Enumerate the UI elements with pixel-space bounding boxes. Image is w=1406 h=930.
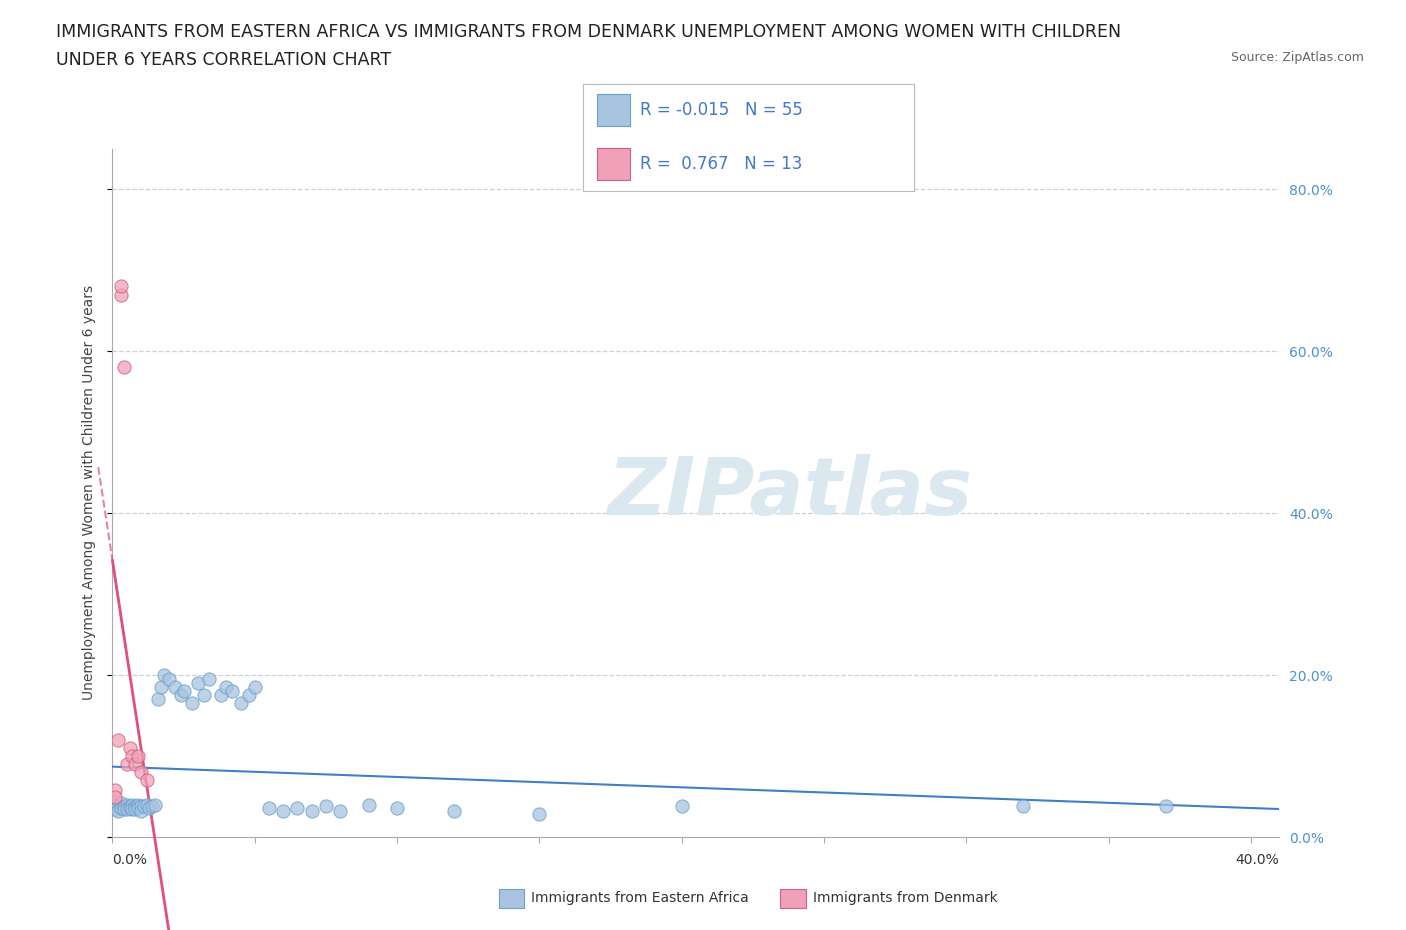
Point [152,668,174,683]
Text: Source: ZipAtlas.com: Source: ZipAtlas.com [1230,51,1364,64]
Point [115,802,138,817]
Point [129,804,152,818]
Point [443,804,465,818]
Point [118,801,141,816]
Point [357,797,380,812]
Bar [596,148,630,180]
Point [193,688,215,703]
Text: ZIPatlas: ZIPatlas [607,454,972,532]
Point [165,680,187,695]
Point [129,764,152,779]
Text: UNDER 6 YEARS CORRELATION CHART: UNDER 6 YEARS CORRELATION CHART [56,51,391,69]
Point [149,680,172,695]
Point [135,797,157,812]
Text: R =  0.767   N = 13: R = 0.767 N = 13 [640,155,801,173]
Point [671,799,693,814]
Point [118,740,141,755]
Point [329,804,352,818]
Point [121,797,143,812]
Point [104,797,127,812]
Point [115,757,138,772]
Text: R = -0.015   N = 55: R = -0.015 N = 55 [640,101,803,119]
Point [170,688,193,703]
Point [124,757,146,772]
Point [138,801,160,816]
Point [112,802,135,817]
Point [1012,799,1035,814]
Text: 40.0%: 40.0% [1236,853,1279,868]
Point [129,799,152,814]
Point [157,671,180,686]
Point [238,688,260,703]
Point [132,799,155,814]
Point [127,801,149,816]
Point [112,360,135,375]
Point [385,801,408,816]
Text: Immigrants from Eastern Africa: Immigrants from Eastern Africa [531,891,749,906]
Point [187,676,209,691]
Point [107,804,129,818]
Point [529,807,551,822]
Text: Immigrants from Denmark: Immigrants from Denmark [813,891,997,906]
Point [221,684,243,698]
Point [257,801,280,816]
Point [124,799,146,814]
Text: IMMIGRANTS FROM EASTERN AFRICA VS IMMIGRANTS FROM DENMARK UNEMPLOYMENT AMONG WOM: IMMIGRANTS FROM EASTERN AFRICA VS IMMIGR… [56,23,1122,41]
Point [104,783,127,798]
Point [143,797,166,812]
Point [127,749,149,764]
Point [287,801,309,816]
Text: 0.0%: 0.0% [112,853,148,868]
Point [110,287,132,302]
Point [301,804,323,818]
Point [146,692,169,707]
Point [107,799,129,814]
Point [173,684,195,698]
Point [121,749,143,764]
Point [104,789,127,804]
Point [110,279,132,294]
Point [115,797,138,812]
Point [315,799,337,814]
Point [110,795,132,810]
Point [127,797,149,812]
Point [112,799,135,814]
Point [209,688,232,703]
Point [118,799,141,814]
Point [229,696,252,711]
Point [271,804,294,818]
Point [121,802,143,817]
Point [198,671,221,686]
Point [135,773,157,788]
Point [124,802,146,817]
Point [107,733,129,748]
Point [243,680,266,695]
Point [110,801,132,816]
Point [215,680,238,695]
Y-axis label: Unemployment Among Women with Children Under 6 years: Unemployment Among Women with Children U… [82,286,96,700]
Bar [596,94,630,126]
Point [141,799,163,814]
Point [1154,799,1177,814]
Point [104,802,127,817]
Point [181,696,204,711]
